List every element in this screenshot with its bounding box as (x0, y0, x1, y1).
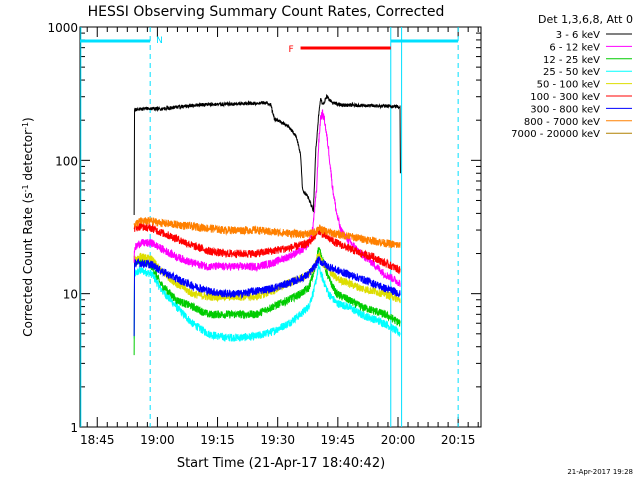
y-axis-label-main: Corrected Count Rate (s (21, 192, 35, 336)
attenuator-bar-label: N (156, 36, 163, 46)
x-tick-label: 18:45 (80, 433, 115, 447)
y-axis-label-end: ) (21, 117, 35, 122)
x-tick-label: 19:15 (200, 433, 235, 447)
legend-label: 6 - 12 keV (549, 42, 600, 53)
y-axis-label-sup2: -1 (21, 122, 30, 130)
series-line (133, 109, 401, 287)
x-axis: 18:45 19:00 19:15 19:30 19:45 20:00 20:15 (80, 27, 479, 447)
series-line (133, 252, 401, 304)
legend-label: 800 - 7000 keV (524, 117, 600, 128)
x-tick-label: 20:15 (441, 433, 476, 447)
legend-label: 3 - 6 keV (556, 30, 600, 41)
legend-label: 7000 - 20000 keV (511, 129, 600, 140)
legend-label: 100 - 300 keV (530, 92, 600, 103)
plot-frame (79, 26, 482, 428)
x-tick-label: 19:30 (260, 433, 295, 447)
y-axis: 1 10 100 1000 (47, 21, 481, 435)
y-axis-label: Corrected Count Rate (s-1 detector-1) (21, 117, 36, 336)
legend-label: 300 - 800 keV (530, 104, 600, 115)
x-tick-label: 20:00 (381, 433, 416, 447)
y-axis-label-mid: detector (21, 130, 35, 185)
series-line (133, 263, 401, 342)
plot-area: 1 10 100 1000 18:45 19:00 19:15 19:30 19:45 20:0… (47, 21, 482, 447)
legend-label: 50 - 100 keV (537, 80, 601, 91)
flare-bar-label: F (289, 45, 294, 55)
series-line (133, 93, 401, 215)
series-line (133, 222, 401, 275)
status-bars: NF (80, 36, 459, 55)
x-tick-label: 19:45 (321, 433, 356, 447)
chart-title: HESSI Observing Summary Count Rates, Cor… (88, 4, 445, 20)
legend-header: Det 1,3,6,8, Att 0 (538, 13, 633, 26)
x-tick-label: 19:00 (140, 433, 175, 447)
legend-label: 12 - 25 keV (543, 55, 600, 66)
y-tick-label: 1 (70, 421, 78, 435)
series-line (133, 247, 401, 356)
x-axis-label: Start Time (21-Apr-17 18:40:42) (177, 456, 385, 471)
series-line (133, 216, 401, 249)
footer-date: 21-Apr-2017 19:28 (567, 468, 633, 476)
legend-label: 25 - 50 keV (543, 67, 600, 78)
y-tick-label: 1000 (47, 21, 78, 35)
y-axis-label-sup1: -1 (21, 184, 30, 192)
series-line (133, 256, 401, 337)
series-layer (133, 93, 401, 356)
y-tick-label: 100 (55, 154, 78, 168)
y-tick-label: 10 (63, 288, 78, 302)
